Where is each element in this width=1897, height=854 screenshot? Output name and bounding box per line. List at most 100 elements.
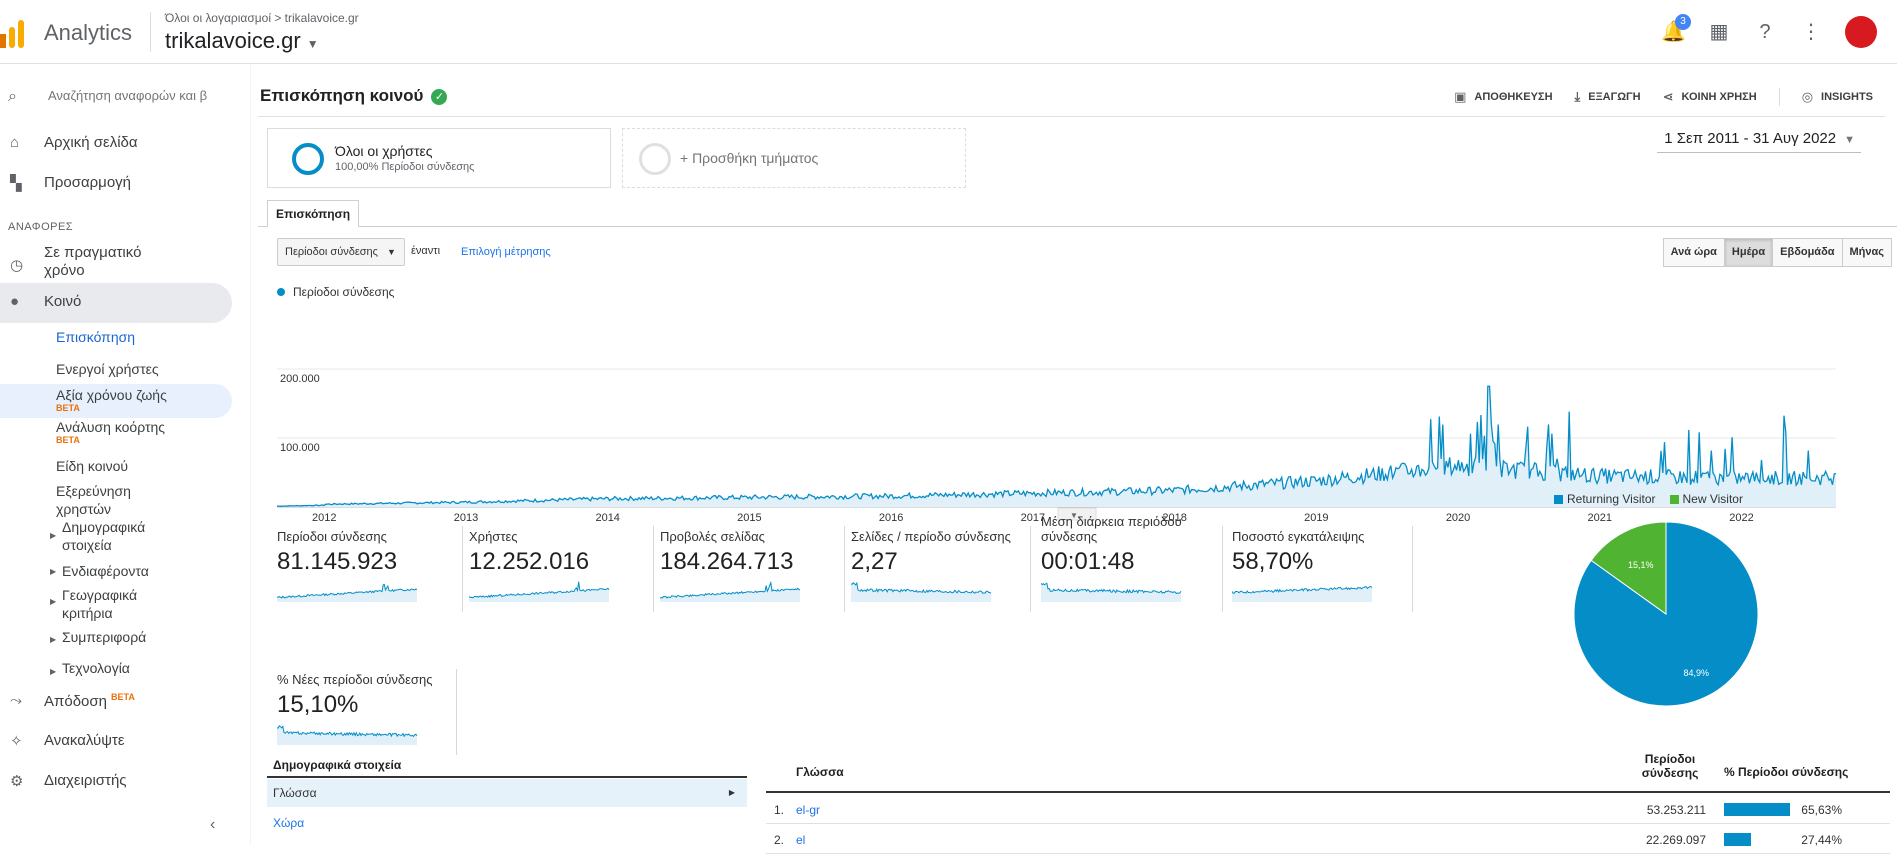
demographics-country-link[interactable]: Χώρα	[273, 816, 305, 830]
search-input[interactable]	[48, 88, 228, 103]
demographics-divider	[267, 776, 747, 778]
kpi-sparkline	[469, 581, 610, 602]
sidebar-sub-explorer[interactable]: Εξερεύνηση χρηστών	[56, 482, 131, 518]
save-button[interactable]: ▣ ΑΠΟΘΗΚΕΥΣΗ	[1454, 88, 1552, 106]
kpi-sessions[interactable]: Περίοδοι σύνδεσης 81.145.923	[277, 514, 452, 602]
sidebar-sub-demographics[interactable]: Δημογραφικά στοιχεία	[62, 518, 145, 554]
kpi-name: Σελίδες / περίοδο σύνδεσης	[851, 529, 1011, 544]
segment-ring-icon	[292, 143, 324, 175]
sidebar-sub-behavior[interactable]: Συμπεριφορά	[62, 629, 147, 645]
legend-swatch	[1554, 495, 1563, 505]
apps-grid-icon[interactable]: ▦	[1709, 21, 1729, 43]
sidebar-item-attribution[interactable]: ⤳ Απόδοση BETA	[0, 692, 240, 716]
sidebar-sub-overview[interactable]: Επισκόπηση	[56, 329, 136, 345]
sidebar-border	[250, 64, 251, 845]
sessions-area	[277, 386, 1836, 507]
sidebar-sub-cohort[interactable]: Ανάλυση κοόρτης BETA	[56, 419, 165, 445]
pie-slice-label: 15,1%	[1628, 560, 1654, 570]
choose-metric-link[interactable]: Επιλογή μέτρησης	[461, 246, 551, 258]
granularity-week-button[interactable]: Εβδομάδα	[1772, 238, 1843, 267]
sidebar-item-audience[interactable]: ● Κοινό	[0, 293, 240, 317]
kpi-sparkline	[660, 580, 801, 602]
insights-button[interactable]: ◎ INSIGHTS	[1802, 88, 1873, 106]
sidebar: ⌕ ⌂ Αρχική σελίδα ▚ Προσαρμογή ΑΝΑΦΟΡΕΣ …	[0, 64, 250, 845]
export-button[interactable]: ⤓ ΕΞΑΓΩΓΗ	[1575, 88, 1641, 106]
kpi-pages-per-session[interactable]: Σελίδες / περίοδο σύνδεσης 2,27	[851, 514, 1026, 602]
kpi-value: 184.264.713	[660, 548, 794, 575]
column-header-sessions[interactable]: Περίοδοι σύνδεσης	[1641, 752, 1699, 780]
sidebar-item-home[interactable]: ⌂ Αρχική σελίδα	[0, 134, 240, 158]
sparkline-area	[851, 582, 991, 602]
column-header-language[interactable]: Γλώσσα	[796, 765, 844, 779]
audience-active-bg	[0, 283, 232, 323]
kpi-sparkline	[1041, 582, 1182, 602]
legend-label: New Visitor	[1682, 492, 1743, 506]
x-tick-label: 2022	[1729, 512, 1753, 524]
more-vert-icon[interactable]: ⋮	[1801, 21, 1821, 43]
share-icon: ⋖	[1662, 89, 1674, 104]
sidebar-sub-active-users[interactable]: Ενεργοί χρήστες	[56, 361, 159, 377]
sparkline-area	[277, 725, 417, 745]
pie-legend-returning[interactable]: Returning Visitor	[1554, 492, 1656, 506]
sidebar-item-realtime[interactable]: ◷ Σε πραγματικό χρόνο	[0, 244, 240, 284]
sparkline-line	[277, 725, 418, 738]
avatar[interactable]	[1845, 16, 1877, 48]
share-button[interactable]: ⋖ ΚΟΙΝΗ ΧΡΗΣΗ	[1663, 88, 1757, 106]
help-icon[interactable]: ?	[1759, 21, 1771, 43]
sidebar-sub-lifetime[interactable]: Αξία χρόνου ζωής BETA	[56, 387, 167, 413]
tab-overview[interactable]: Επισκόπηση	[267, 200, 360, 228]
attribution-icon: ⤳	[10, 692, 23, 709]
row-language-link[interactable]: el	[796, 833, 806, 847]
granularity-month-button[interactable]: Μήνας	[1841, 238, 1892, 267]
pie-legend-new[interactable]: New Visitor	[1669, 492, 1743, 506]
sidebar-sub-label-2: κριτήρια	[62, 605, 113, 621]
property-selector[interactable]: trikalavoice.gr ▼	[165, 28, 319, 54]
demographics-language-row[interactable]: Γλώσσα ▶	[267, 779, 747, 807]
insights-label: INSIGHTS	[1821, 91, 1873, 103]
bell-icon[interactable]: 🔔 3	[1661, 14, 1691, 44]
date-range-picker[interactable]: 1 Σεπ 2011 - 31 Αυγ 2022 ▼	[1664, 130, 1855, 147]
sidebar-sub-technology[interactable]: Τεχνολογία	[62, 660, 130, 676]
kpi-avg-session-duration[interactable]: Μέση διάρκεια περιόδου σύνδεσης 00:01:48	[1041, 514, 1216, 602]
caret-down-icon: ▼	[1844, 134, 1855, 146]
row-language-link[interactable]: el-gr	[796, 803, 821, 817]
reports-section-title: ΑΝΑΦΟΡΕΣ	[8, 221, 74, 233]
sparkline-line	[469, 581, 610, 599]
sidebar-sub-geo[interactable]: Γεωγραφικά κριτήρια	[62, 586, 137, 622]
sidebar-sub-interests[interactable]: Ενδιαφέροντα	[62, 563, 149, 579]
sidebar-sub-label: Γεωγραφικά	[62, 587, 138, 603]
kpi-separator	[462, 526, 463, 612]
kpi-new-sessions[interactable]: % Νέες περίοδοι σύνδεσης 15,10%	[277, 657, 452, 745]
sidebar-item-admin[interactable]: ⚙ Διαχειριστής	[0, 772, 240, 796]
chevron-right-icon: ▶	[728, 788, 735, 797]
sidebar-sub-benchmark[interactable]: Είδη κοινού	[56, 458, 129, 474]
person-icon: ●	[10, 293, 20, 310]
granularity-hourly-button[interactable]: Ανά ώρα	[1662, 238, 1725, 267]
segment-all-users[interactable]: Όλοι οι χρήστες 100,00% Περίοδοι σύνδεση…	[267, 128, 611, 188]
collapse-sidebar-icon[interactable]: ‹	[210, 816, 216, 833]
segment-placeholder-ring-icon	[639, 143, 671, 175]
legend-label: Returning Visitor	[1567, 492, 1656, 506]
chart-resize-handle[interactable]	[1057, 507, 1097, 521]
metric-select[interactable]: Περίοδοι σύνδεσης ▼	[277, 238, 405, 266]
add-segment-button[interactable]: + Προσθήκη τμήματος	[622, 128, 966, 188]
sidebar-item-discover[interactable]: ✧ Ανακαλύψτε	[0, 732, 240, 756]
column-header-pct-sessions[interactable]: % Περίοδοι σύνδεσης	[1724, 765, 1849, 779]
pie-slice-new[interactable]	[1590, 521, 1667, 615]
granularity-day-button[interactable]: Ημέρα	[1723, 238, 1774, 267]
pie-slice-returning[interactable]	[1573, 521, 1759, 707]
sidebar-item-customization[interactable]: ▚ Προσαρμογή	[0, 174, 240, 198]
demographics-title: Δημογραφικά στοιχεία	[273, 758, 402, 772]
expand-triangle-icon: ▶	[50, 635, 57, 644]
kpi-bounce-rate[interactable]: Ποσοστό εγκατάλειψης 58,70%	[1232, 514, 1407, 602]
export-label: ΕΞΑΓΩΓΗ	[1588, 91, 1641, 103]
app-name: Analytics	[44, 20, 133, 45]
save-label: ΑΠΟΘΗΚΕΥΣΗ	[1474, 91, 1553, 103]
breadcrumb[interactable]: Όλοι οι λογαριασμοί > trikalavoice.gr	[165, 11, 359, 25]
analytics-logo-icon[interactable]	[0, 20, 26, 48]
clock-icon: ◷	[10, 257, 24, 274]
kpi-users[interactable]: Χρήστες 12.252.016	[469, 514, 644, 602]
row-pct: 27,44%	[1801, 833, 1842, 847]
kpi-pageviews[interactable]: Προβολές σελίδας 184.264.713	[660, 514, 835, 602]
kpi-value: 58,70%	[1232, 548, 1314, 575]
